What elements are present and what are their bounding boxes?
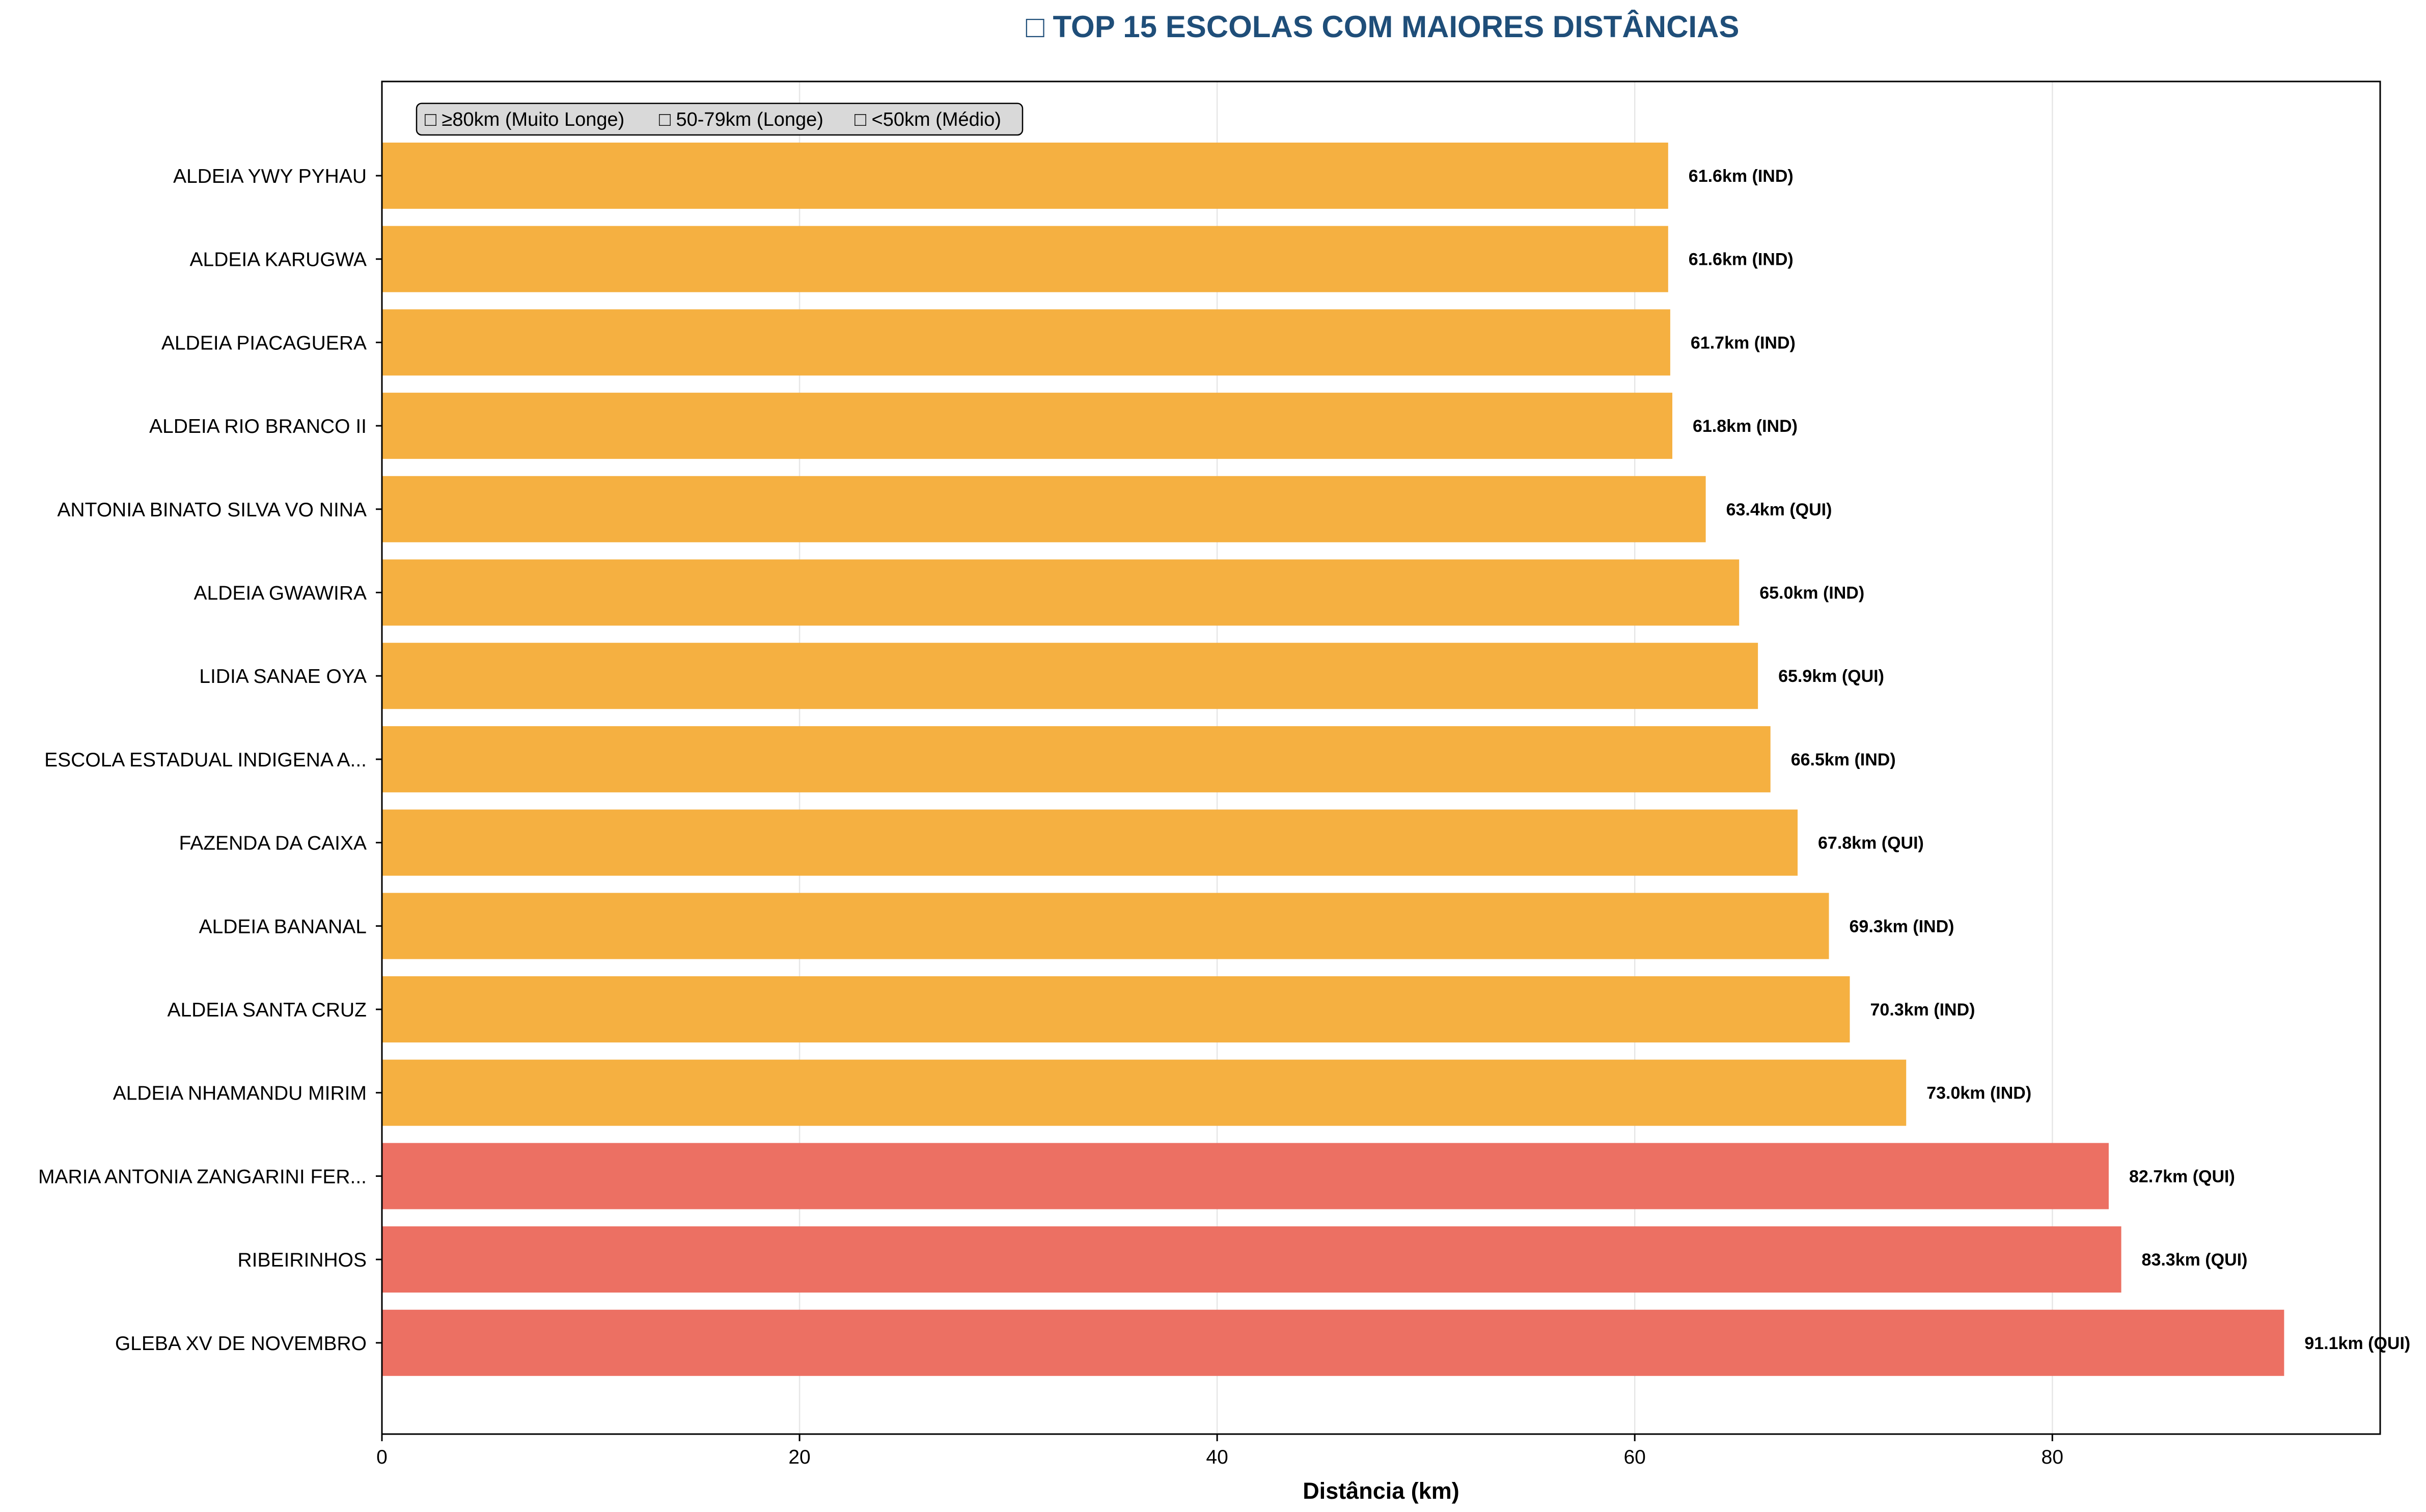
bar	[382, 1059, 1907, 1126]
chart-title: □ TOP 15 ESCOLAS COM MAIORES DISTÂNCIAS	[1026, 10, 1740, 44]
x-tick-label: 60	[1623, 1446, 1645, 1468]
bar-value-label: 65.0km (IND)	[1759, 584, 1864, 603]
category-label: ALDEIA NHAMANDU MIRIM	[113, 1083, 367, 1105]
category-label: ESCOLA ESTADUAL INDIGENA A...	[44, 749, 367, 771]
bar-value-label: 61.6km (IND)	[1689, 250, 1794, 269]
bar-value-label: 67.8km (QUI)	[1818, 834, 1924, 853]
category-label: ALDEIA PIACAGUERA	[161, 332, 367, 354]
bars	[382, 143, 2284, 1376]
bar	[382, 643, 1758, 709]
bar	[382, 393, 1672, 459]
bar	[382, 726, 1771, 792]
bar-value-label: 91.1km (QUI)	[2304, 1334, 2410, 1353]
bar	[382, 476, 1706, 542]
legend: □ ≥80km (Muito Longe) □ 50-79km (Longe) …	[416, 102, 1024, 136]
legend-box	[416, 102, 1024, 136]
bar	[382, 976, 1850, 1042]
category-label: MARIA ANTONIA ZANGARINI FER...	[38, 1166, 367, 1188]
bar	[382, 226, 1668, 292]
bar	[382, 1309, 2284, 1376]
bar-value-label: 69.3km (IND)	[1850, 917, 1954, 936]
x-tick-label: 80	[2042, 1446, 2063, 1468]
x-axis-title: Distância (km)	[1303, 1478, 1459, 1504]
category-label: ALDEIA BANANAL	[199, 916, 367, 938]
bar-value-label: 61.7km (IND)	[1691, 333, 1796, 352]
category-label: FAZENDA DA CAIXA	[179, 833, 367, 855]
category-label: ALDEIA SANTA CRUZ	[167, 999, 367, 1021]
category-label: ALDEIA RIO BRANCO II	[149, 416, 367, 437]
bar	[382, 1226, 2121, 1293]
x-tick-label: 20	[788, 1446, 810, 1468]
bar-value-label: 65.9km (QUI)	[1778, 667, 1884, 686]
bar-value-label: 83.3km (QUI)	[2142, 1250, 2248, 1270]
bar	[382, 309, 1670, 376]
bar-value-label: 66.5km (IND)	[1791, 750, 1896, 769]
bar-value-label: 70.3km (IND)	[1870, 1000, 1975, 1020]
legend-entry-very-far: □ ≥80km (Muito Longe)	[425, 109, 624, 130]
value-labels: 61.6km (IND) 61.6km (IND) 61.7km (IND) 61.8…	[1689, 167, 2410, 1353]
x-tick-label: 0	[376, 1446, 388, 1468]
bar-value-label: 82.7km (QUI)	[2129, 1167, 2235, 1186]
bar	[382, 893, 1829, 959]
category-label: GLEBA XV DE NOVEMBRO	[115, 1333, 367, 1355]
category-label: ANTONIA BINATO SILVA VO NINA	[57, 499, 367, 521]
legend-entry-far: □ 50-79km (Longe)	[659, 109, 823, 130]
bar-value-label: 61.6km (IND)	[1689, 167, 1794, 186]
category-label: ALDEIA KARUGWA	[190, 249, 367, 271]
category-labels: ALDEIA YWY PYHAU ALDEIA KARUGWA ALDEIA PIA…	[38, 166, 382, 1355]
plot-frame	[381, 80, 2381, 1435]
category-label: RIBEIRINHOS	[237, 1249, 367, 1271]
bar-value-label: 73.0km (IND)	[1926, 1084, 2031, 1103]
bar-value-label: 61.8km (IND)	[1693, 417, 1798, 436]
legend-entry-medium: □ <50km (Médio)	[854, 109, 1001, 130]
bar-value-label: 63.4km (QUI)	[1726, 500, 1832, 519]
bar	[382, 559, 1740, 626]
category-label: ALDEIA YWY PYHAU	[173, 166, 367, 187]
bar	[382, 809, 1798, 876]
bar	[382, 1143, 2109, 1209]
bar	[382, 143, 1668, 209]
category-label: LIDIA SANAE OYA	[199, 666, 367, 688]
x-tick-label: 40	[1206, 1446, 1228, 1468]
x-axis-ticks: 0 20 40 60 80	[376, 1434, 2063, 1468]
category-label: ALDEIA GWAWIRA	[194, 583, 367, 604]
